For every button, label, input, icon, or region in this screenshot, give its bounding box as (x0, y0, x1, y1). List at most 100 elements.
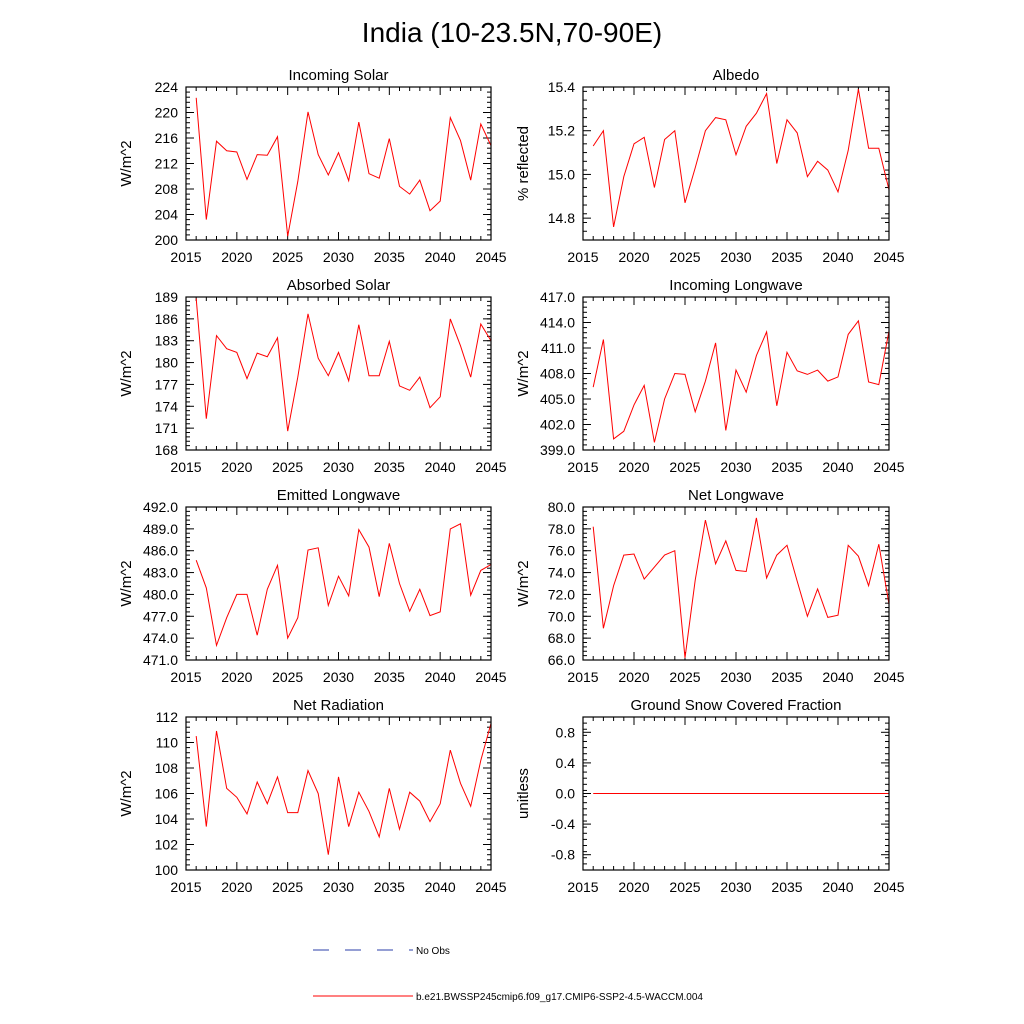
x-tick: 2030 (323, 507, 354, 685)
x-tick-label: 2030 (323, 879, 354, 895)
x-tick: 2040 (425, 507, 456, 685)
y-tick-label: 220 (155, 105, 179, 121)
y-tick-label: 408.0 (540, 366, 575, 382)
y-tick: 76.0 (548, 543, 889, 559)
panel-title: Incoming Longwave (669, 277, 802, 294)
y-axis-label: W/m^2 (515, 560, 532, 606)
x-tick-label: 2015 (170, 669, 201, 685)
y-tick: 402.0 (540, 417, 889, 433)
panel-ground-snow-covered-fraction: Ground Snow Covered Fraction unitless 2015… (515, 697, 905, 895)
x-tick: 2020 (618, 87, 650, 265)
y-tick-label: 483.0 (143, 565, 178, 581)
x-tick: 2030 (323, 87, 354, 265)
y-tick-label: -0.4 (551, 816, 575, 832)
panel-incoming-longwave: Incoming Longwave W/m^2 2015 2020 2025 2030 20… (515, 277, 905, 475)
panel-title: Net Radiation (293, 697, 384, 714)
x-tick: 2025 (272, 87, 303, 265)
y-tick-label: 224 (155, 79, 179, 95)
x-tick-label: 2040 (425, 249, 456, 265)
minor-ticks (583, 296, 889, 451)
panel-title: Ground Snow Covered Fraction (631, 697, 842, 714)
x-tick-label: 2045 (873, 459, 904, 475)
y-tick: 78.0 (548, 521, 889, 537)
series-line (195, 523, 492, 648)
x-tick: 2020 (221, 87, 253, 265)
y-tick-label: 171 (155, 420, 179, 436)
y-tick-label: 14.8 (548, 210, 575, 226)
y-tick-label: 486.0 (143, 543, 178, 559)
x-tick: 2040 (822, 87, 854, 265)
x-tick-label: 2035 (374, 669, 405, 685)
x-tick-label: 2020 (221, 459, 252, 475)
series-line (592, 319, 890, 443)
y-tick-label: 174 (155, 398, 179, 414)
x-tick: 2035 (374, 87, 405, 265)
y-tick: 0.4 (556, 755, 889, 771)
y-tick: 68.0 (548, 630, 889, 646)
x-tick: 2040 (822, 297, 854, 475)
figure-title: India (10-23.5N,70-90E) (362, 17, 662, 48)
y-tick: 186 (155, 311, 491, 327)
panel-title: Net Longwave (688, 487, 784, 504)
x-tick: 2020 (618, 507, 650, 685)
x-tick: 2020 (221, 717, 253, 895)
x-tick-label: 2035 (771, 249, 802, 265)
x-tick-label: 2030 (323, 669, 354, 685)
x-tick-label: 2040 (425, 879, 456, 895)
series-line (195, 298, 492, 432)
x-tick-label: 2015 (567, 669, 598, 685)
x-tick: 2030 (720, 507, 752, 685)
x-tick-label: 2020 (618, 669, 649, 685)
y-tick-label: 15.2 (548, 123, 575, 139)
y-tick-label: 68.0 (548, 630, 575, 646)
x-tick-label: 2015 (567, 459, 598, 475)
y-tick-label: 100 (155, 862, 179, 878)
plot-frame (185, 86, 492, 241)
y-tick-label: 208 (155, 181, 179, 197)
x-tick: 2020 (618, 717, 650, 895)
plot-frame (582, 296, 890, 451)
y-tick-label: 110 (156, 735, 179, 751)
y-tick: 108 (155, 760, 491, 776)
x-tick-label: 2030 (720, 459, 751, 475)
y-tick: 204 (155, 207, 491, 223)
x-tick-label: 2020 (221, 879, 252, 895)
x-tick-label: 2025 (272, 879, 303, 895)
x-tick: 2025 (669, 507, 701, 685)
y-tick-label: -0.8 (551, 847, 575, 863)
x-tick-label: 2040 (425, 669, 456, 685)
x-tick-label: 2040 (822, 249, 853, 265)
y-tick-label: 492.0 (143, 499, 178, 515)
x-tick-label: 2020 (618, 879, 649, 895)
y-tick: 216 (155, 130, 491, 146)
series-line (592, 517, 890, 658)
x-tick-label: 2025 (669, 669, 700, 685)
y-tick-label: 74.0 (548, 565, 575, 581)
plot-frame (582, 716, 890, 871)
x-tick-label: 2015 (170, 879, 201, 895)
x-tick: 2025 (669, 717, 701, 895)
y-tick: 102 (155, 837, 491, 853)
y-tick-label: 180 (155, 355, 179, 371)
x-tick: 2035 (374, 717, 405, 895)
y-tick: 15.0 (548, 166, 889, 182)
y-tick-label: 186 (155, 311, 179, 327)
y-tick: 408.0 (540, 366, 889, 382)
panel-albedo: Albedo % reflected 2015 2020 2025 2030 2035 204… (515, 67, 905, 265)
x-tick-label: 2040 (822, 879, 853, 895)
x-tick-label: 2035 (771, 459, 802, 475)
series-line (195, 723, 492, 855)
panel-incoming-solar: Incoming Solar W/m^2 2015 2020 2025 2030 2035 2… (118, 67, 507, 265)
y-tick-label: 66.0 (548, 652, 575, 668)
y-tick: 483.0 (143, 565, 491, 581)
x-tick-label: 2025 (272, 459, 303, 475)
y-tick: 70.0 (548, 608, 889, 624)
x-tick-label: 2030 (323, 459, 354, 475)
y-tick-label: 399.0 (540, 442, 575, 458)
x-tick-label: 2015 (170, 249, 201, 265)
y-tick-label: 177 (155, 376, 179, 392)
y-tick: 15.2 (548, 123, 889, 139)
y-tick-label: 405.0 (540, 391, 575, 407)
x-tick: 2040 (425, 297, 456, 475)
y-tick-label: 102 (155, 837, 179, 853)
